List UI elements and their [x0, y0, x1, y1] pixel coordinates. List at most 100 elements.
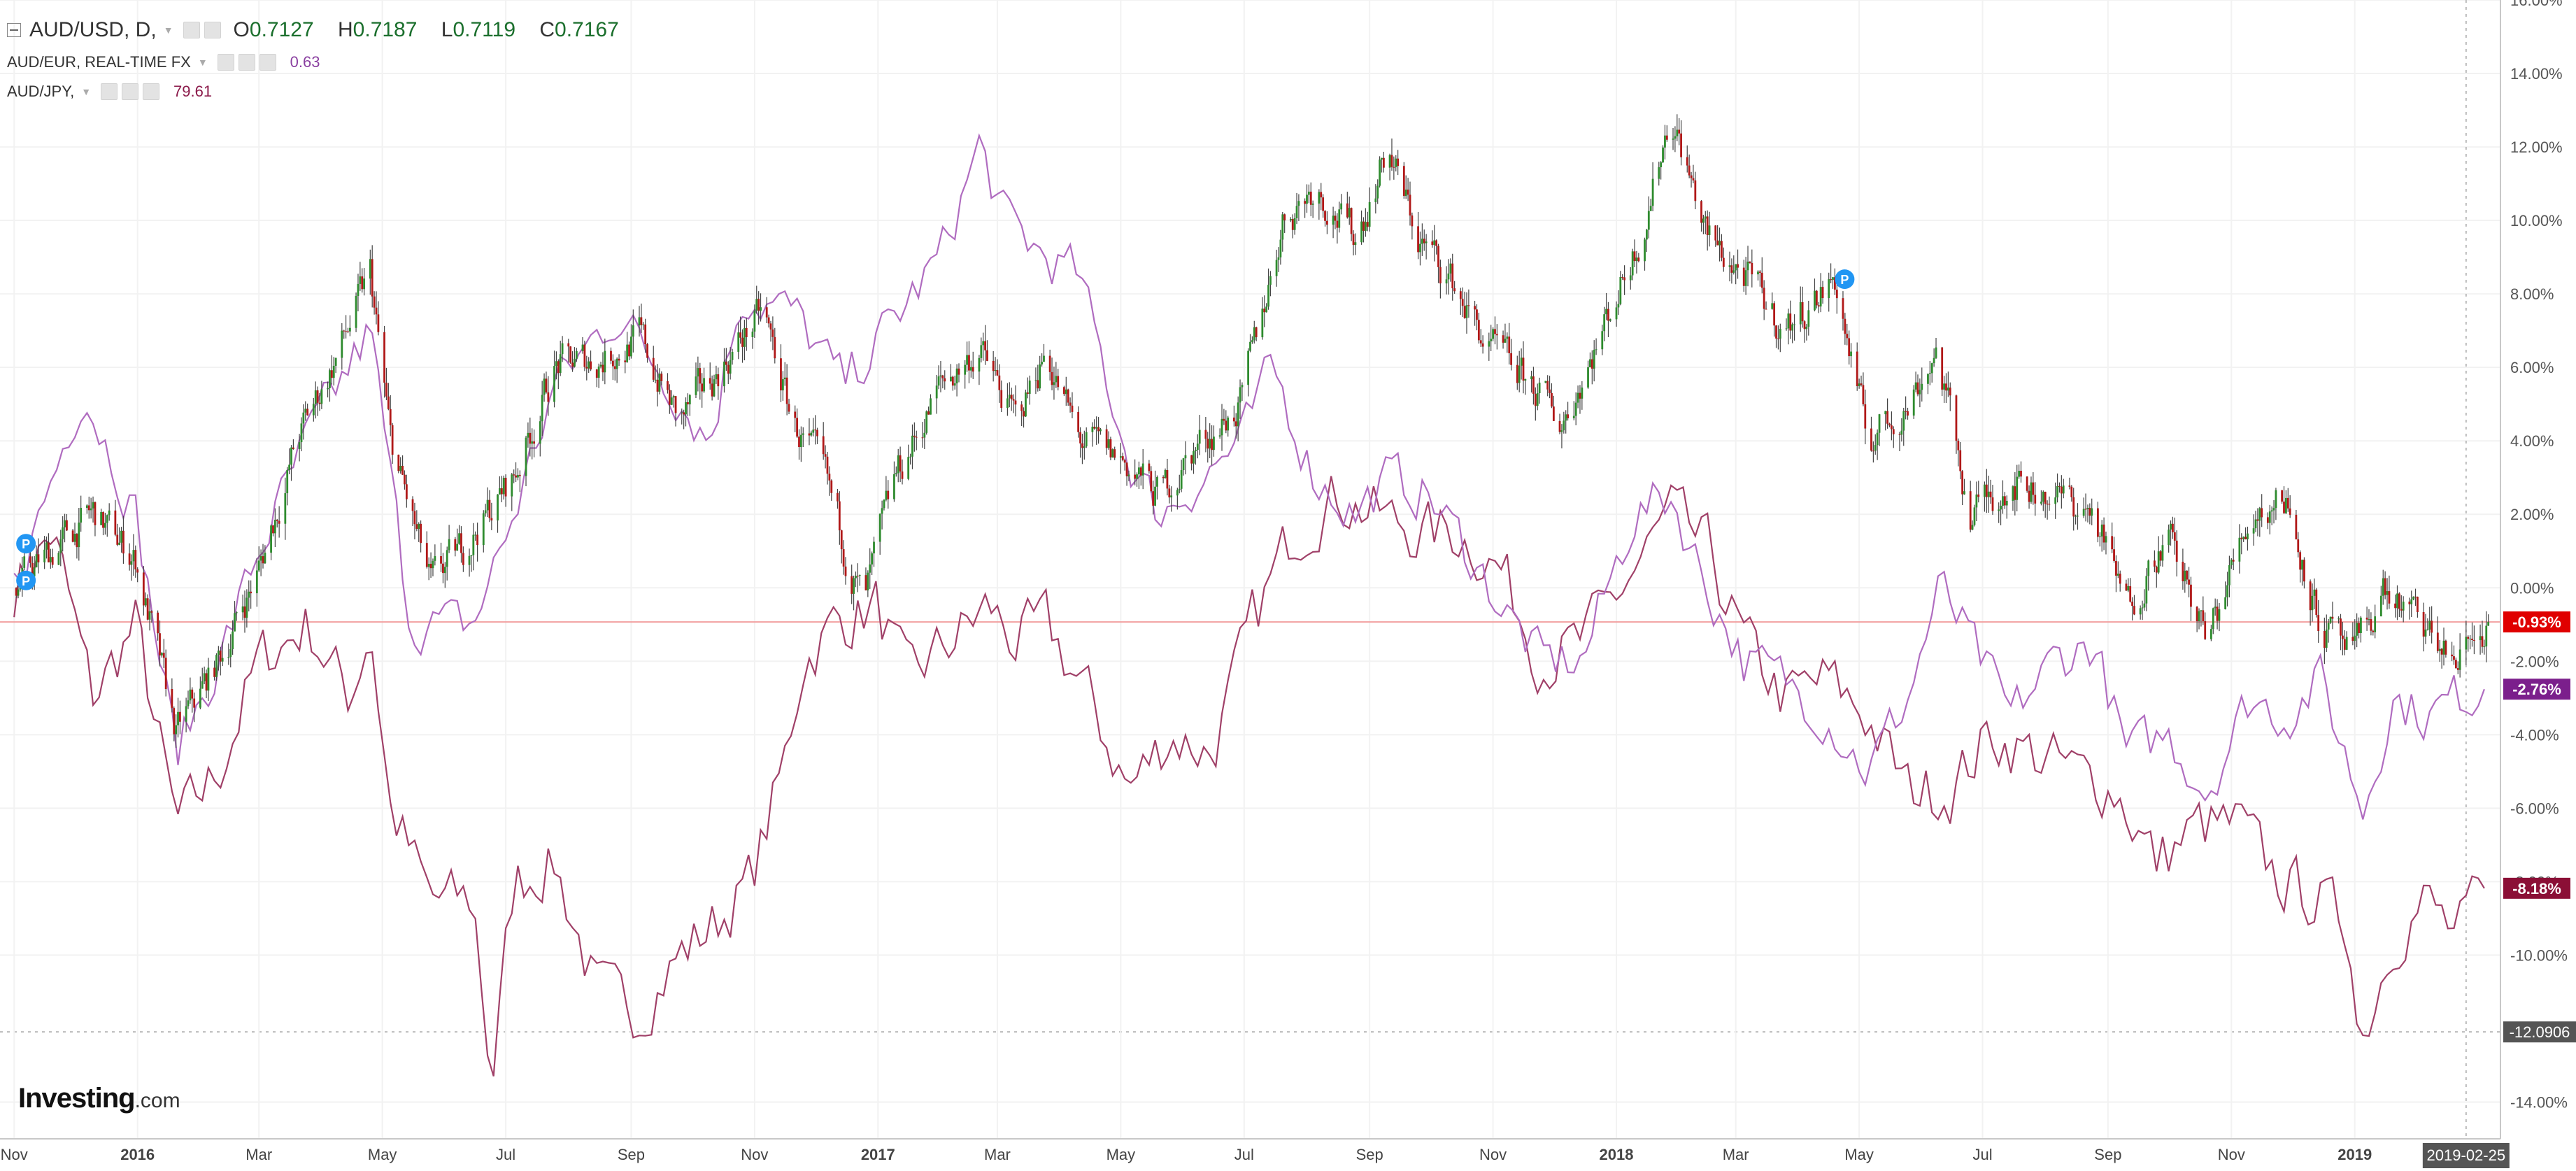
candle-body [1742, 267, 1745, 286]
visibility-icon[interactable] [101, 83, 118, 100]
candle-body [1902, 411, 1905, 431]
candle-body [35, 554, 38, 568]
candle-body [399, 465, 402, 471]
candle-body [626, 344, 629, 362]
visibility-icon[interactable] [217, 54, 234, 71]
candle-body [1884, 411, 1887, 415]
legend-row-aud-eur: AUD/EUR, REAL-TIME FX ▼ 0.63 [7, 48, 637, 77]
candle-body [739, 332, 742, 338]
candle-body [615, 358, 618, 369]
candle-body [1728, 265, 1731, 267]
candle-body [2111, 536, 2114, 550]
chevron-down-icon[interactable]: ▼ [197, 57, 208, 68]
legend-symbol-aud-jpy[interactable]: AUD/JPY, [7, 83, 75, 100]
candle-body [887, 490, 890, 499]
candle-body [213, 667, 215, 677]
candle-body [1744, 270, 1747, 286]
settings-icon[interactable] [122, 83, 139, 100]
candle-body [1196, 443, 1199, 450]
candle-body [377, 314, 380, 332]
close-key: C [539, 18, 555, 41]
candle-body [2115, 560, 2117, 576]
chevron-down-icon[interactable]: ▼ [81, 86, 92, 97]
candle-body [57, 553, 60, 565]
candle-body [2214, 606, 2216, 609]
candle-body [1095, 427, 1098, 429]
last-value-label: -0.93% [2512, 613, 2561, 631]
candle-body [1125, 462, 1128, 476]
candle-body [2351, 637, 2354, 641]
candle-body [994, 370, 997, 371]
candle-body [1431, 241, 1434, 246]
candle-body [2141, 607, 2144, 609]
candle-body [497, 494, 499, 520]
candle-body [1565, 414, 1567, 421]
candle-body [2072, 497, 2075, 517]
candle-body [207, 667, 210, 691]
candle-body [413, 511, 416, 525]
candle-body [2054, 497, 2057, 504]
candle-body [456, 544, 459, 551]
x-tick-label: Sep [618, 1146, 645, 1163]
candle-body [531, 441, 534, 444]
legend-symbol-aud-eur[interactable]: AUD/EUR, REAL-TIME FX [7, 53, 191, 71]
candle-body [810, 432, 813, 436]
candle-body [731, 351, 734, 360]
event-marker-icon[interactable] [1835, 269, 1855, 290]
event-marker-icon[interactable] [16, 534, 36, 554]
candle-body [837, 492, 839, 502]
candle-body [1876, 432, 1879, 446]
candle-body [1605, 308, 1607, 315]
candle-body [893, 474, 895, 499]
candle-body [955, 368, 958, 384]
close-icon[interactable] [259, 54, 276, 71]
candle-body [1193, 450, 1195, 464]
candle-body [741, 337, 743, 347]
candle-body [66, 520, 68, 531]
collapse-icon[interactable] [7, 23, 21, 37]
candle-body [2379, 595, 2382, 617]
visibility-icon[interactable] [183, 22, 200, 38]
candle-body [725, 361, 727, 365]
open-value: 0.7127 [249, 18, 314, 41]
candle-body [1346, 203, 1349, 218]
candle-body [1338, 209, 1341, 228]
chevron-down-icon[interactable]: ▼ [163, 24, 173, 36]
candle-body [193, 698, 196, 708]
event-markers[interactable]: P P P [16, 269, 1855, 590]
candle-body [59, 539, 62, 553]
candle-body [652, 357, 655, 380]
candle-body [1261, 308, 1264, 338]
candle-body [2097, 508, 2099, 537]
candle-body [541, 395, 543, 422]
close-icon[interactable] [143, 83, 160, 100]
candle-body [45, 542, 48, 550]
x-tick-label: May [1106, 1146, 1136, 1163]
candle-body [1686, 157, 1688, 166]
candle-body [1453, 288, 1456, 292]
candle-body [808, 433, 811, 436]
candle-body [73, 534, 76, 542]
x-tick-label: 2019 [2337, 1146, 2372, 1163]
candle-body [527, 432, 529, 438]
candle-body [660, 374, 663, 381]
candle-body [2070, 486, 2073, 497]
candle-body [869, 564, 871, 573]
settings-icon[interactable] [204, 22, 221, 38]
candle-body [1914, 382, 1917, 390]
candle-body [1445, 279, 1448, 284]
candle-body [90, 508, 92, 511]
series-line-aud-eur [13, 133, 2485, 820]
investing-logo[interactable]: Investing.com [18, 1083, 180, 1114]
candle-body [1907, 411, 1909, 416]
candle-body [878, 513, 881, 542]
event-marker-icon[interactable] [16, 570, 36, 590]
settings-icon[interactable] [238, 54, 255, 71]
candle-body [2270, 510, 2273, 512]
legend-symbol-aud-usd[interactable]: AUD/USD, D, [29, 18, 157, 41]
candle-body [588, 361, 590, 369]
candle-body [1304, 201, 1306, 204]
candle-body [1141, 463, 1144, 476]
candle-body [2062, 485, 2065, 494]
